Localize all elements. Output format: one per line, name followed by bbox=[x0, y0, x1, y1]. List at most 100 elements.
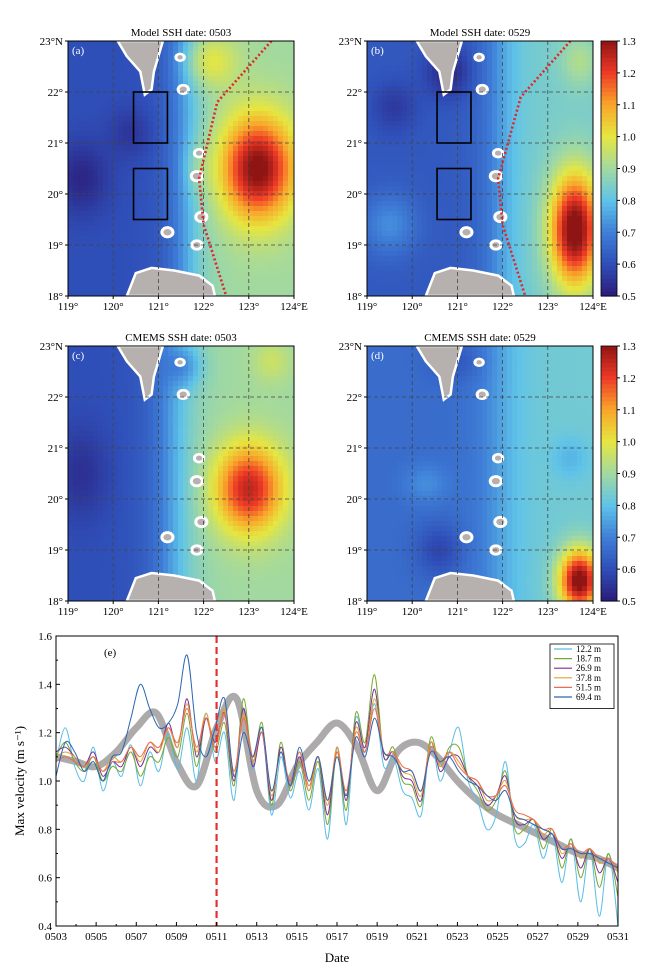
ssh-cell bbox=[482, 121, 488, 127]
ssh-cell bbox=[153, 251, 159, 257]
ssh-cell bbox=[128, 166, 134, 172]
ssh-cell bbox=[412, 216, 418, 222]
ssh-cell bbox=[68, 111, 74, 117]
ssh-cell bbox=[482, 261, 488, 267]
ssh-cell bbox=[98, 181, 104, 187]
ssh-cell bbox=[512, 236, 518, 242]
ssh-cell bbox=[258, 151, 264, 157]
ssh-cell bbox=[78, 56, 84, 62]
ssh-cell bbox=[567, 91, 573, 97]
ssh-cell bbox=[467, 256, 473, 262]
ssh-cell bbox=[208, 166, 214, 172]
ssh-cell bbox=[253, 81, 259, 87]
ssh-cell bbox=[562, 256, 568, 262]
ssh-cell bbox=[487, 146, 493, 152]
ssh-cell bbox=[387, 206, 393, 212]
ssh-cell bbox=[98, 186, 104, 192]
ssh-cell bbox=[78, 281, 84, 287]
ssh-cell bbox=[128, 226, 134, 232]
ssh-cell bbox=[163, 41, 169, 47]
ssh-cell bbox=[512, 206, 518, 212]
ssh-cell bbox=[397, 66, 403, 72]
ssh-cell bbox=[88, 41, 94, 47]
ssh-cell bbox=[243, 126, 249, 132]
ssh-cell bbox=[582, 276, 588, 282]
ssh-cell bbox=[437, 86, 443, 92]
ssh-cell bbox=[512, 181, 518, 187]
ssh-cell bbox=[113, 166, 119, 172]
ssh-cell bbox=[522, 86, 528, 92]
ssh-cell bbox=[502, 81, 508, 87]
ssh-cell bbox=[78, 91, 84, 97]
ssh-cell bbox=[228, 91, 234, 97]
ssh-cell bbox=[412, 186, 418, 192]
ssh-cell bbox=[98, 76, 104, 82]
ssh-cell bbox=[78, 121, 84, 127]
ssh-cell bbox=[397, 136, 403, 142]
ssh-cell bbox=[572, 221, 578, 227]
ssh-cell bbox=[203, 221, 209, 227]
ssh-cell bbox=[392, 186, 398, 192]
ssh-cell bbox=[437, 196, 443, 202]
ssh-cell bbox=[178, 206, 184, 212]
ssh-cell bbox=[447, 116, 453, 122]
ssh-cell bbox=[213, 171, 219, 177]
ssh-cell bbox=[93, 286, 99, 292]
ssh-cell bbox=[93, 56, 99, 62]
ssh-cell bbox=[547, 56, 553, 62]
ssh-cell bbox=[477, 131, 483, 137]
ssh-cell bbox=[542, 241, 548, 247]
ssh-cell bbox=[542, 56, 548, 62]
ssh-cell bbox=[577, 291, 583, 296]
ssh-cell bbox=[223, 91, 229, 97]
ssh-cell bbox=[128, 71, 134, 77]
ssh-cell bbox=[457, 96, 463, 102]
ssh-cell bbox=[278, 211, 284, 217]
ssh-cell bbox=[517, 161, 523, 167]
ssh-cell bbox=[402, 171, 408, 177]
ssh-cell bbox=[582, 61, 588, 67]
ssh-cell bbox=[497, 221, 503, 227]
ssh-cell bbox=[158, 111, 164, 117]
ssh-cell bbox=[432, 201, 438, 207]
ssh-cell bbox=[103, 236, 109, 242]
ssh-cell bbox=[133, 261, 139, 267]
ssh-cell bbox=[472, 226, 478, 232]
ssh-cell bbox=[268, 176, 274, 182]
ssh-cell bbox=[173, 141, 179, 147]
ssh-cell bbox=[547, 166, 553, 172]
ssh-cell bbox=[228, 141, 234, 147]
ssh-cell bbox=[193, 346, 199, 352]
ssh-cell bbox=[78, 261, 84, 267]
ssh-cell bbox=[188, 346, 194, 352]
ssh-cell bbox=[218, 256, 224, 262]
ssh-cell bbox=[537, 156, 543, 162]
ssh-cell bbox=[138, 91, 144, 97]
ssh-cell bbox=[422, 171, 428, 177]
ssh-cell bbox=[178, 96, 184, 102]
ssh-cell bbox=[372, 96, 378, 102]
ssh-cell bbox=[153, 136, 159, 142]
ssh-cell bbox=[173, 236, 179, 242]
ssh-cell bbox=[108, 266, 114, 272]
ssh-cell bbox=[462, 91, 468, 97]
ssh-cell bbox=[367, 96, 373, 102]
ssh-cell bbox=[248, 101, 254, 107]
ssh-cell bbox=[517, 86, 523, 92]
ssh-cell bbox=[163, 186, 169, 192]
ssh-cell bbox=[203, 246, 209, 252]
ssh-cell bbox=[547, 266, 553, 272]
ssh-cell bbox=[88, 261, 94, 267]
ssh-cell bbox=[392, 46, 398, 52]
ssh-cell bbox=[377, 66, 383, 72]
ssh-cell bbox=[452, 176, 458, 182]
ssh-cell bbox=[103, 131, 109, 137]
ssh-cell bbox=[492, 126, 498, 132]
ssh-cell bbox=[562, 206, 568, 212]
ssh-cell bbox=[372, 271, 378, 277]
ssh-cell bbox=[482, 101, 488, 107]
ssh-cell bbox=[367, 81, 373, 87]
ssh-cell bbox=[492, 256, 498, 262]
ssh-cell bbox=[402, 261, 408, 267]
ssh-cell bbox=[572, 101, 578, 107]
